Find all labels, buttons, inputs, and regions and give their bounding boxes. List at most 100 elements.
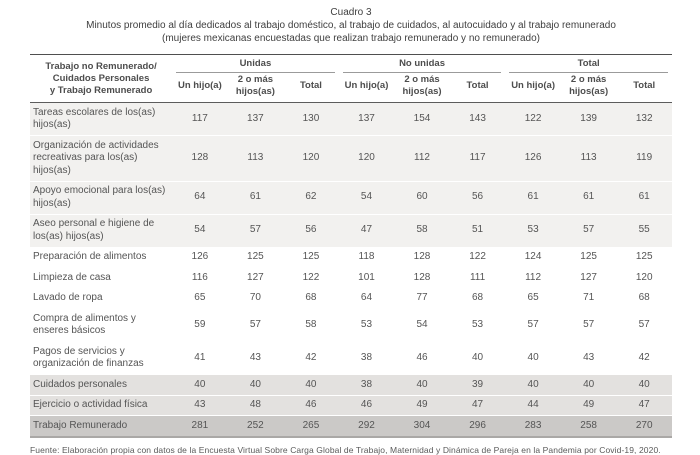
value-cell: 111 xyxy=(449,267,506,288)
value-cell: 283 xyxy=(505,415,561,438)
value-cell: 304 xyxy=(394,415,450,438)
value-cell: 40 xyxy=(449,341,506,375)
value-cell: 258 xyxy=(560,415,617,438)
row-label: Preparación de alimentos xyxy=(30,246,173,268)
value-cell: 128 xyxy=(394,246,450,268)
value-cell: 118 xyxy=(338,246,395,268)
row-label: Tareas escolares de los(as) hijos(as) xyxy=(30,102,173,136)
value-cell: 70 xyxy=(227,287,284,309)
value-cell: 44 xyxy=(505,394,561,416)
value-cell: 58 xyxy=(394,213,450,247)
value-cell: 48 xyxy=(227,394,284,416)
value-cell: 53 xyxy=(505,213,561,247)
value-cell: 57 xyxy=(616,308,672,342)
value-cell: 113 xyxy=(560,135,617,181)
value-cell: 60 xyxy=(394,180,450,214)
value-cell: 126 xyxy=(172,246,228,268)
value-cell: 120 xyxy=(616,267,672,288)
value-cell: 46 xyxy=(338,394,395,416)
value-cell: 125 xyxy=(227,246,284,268)
value-cell: 56 xyxy=(283,213,339,247)
value-cell: 54 xyxy=(394,308,450,342)
value-cell: 40 xyxy=(505,374,561,395)
value-cell: 68 xyxy=(449,287,506,309)
value-cell: 265 xyxy=(283,415,339,438)
value-cell: 46 xyxy=(283,394,339,416)
value-cell: 137 xyxy=(227,102,284,136)
value-cell: 120 xyxy=(338,135,395,181)
value-cell: 71 xyxy=(560,287,617,309)
value-cell: 124 xyxy=(505,246,561,268)
value-cell: 55 xyxy=(616,213,672,247)
value-cell: 296 xyxy=(449,415,506,438)
table-row: Organización de actividades recreativas … xyxy=(30,135,672,181)
value-cell: 43 xyxy=(172,394,228,416)
value-cell: 49 xyxy=(560,394,617,416)
value-cell: 128 xyxy=(394,267,450,288)
value-cell: 137 xyxy=(338,102,395,136)
value-cell: 127 xyxy=(560,267,617,288)
value-cell: 64 xyxy=(338,287,395,309)
value-cell: 40 xyxy=(283,374,339,395)
value-cell: 38 xyxy=(338,341,395,375)
table-row: Trabajo Remunerado 281 252 265 292 304 296 283 2… xyxy=(30,415,672,438)
table-row: Compra de alimentos y enseres básicos 59 5… xyxy=(30,308,672,342)
value-cell: 112 xyxy=(394,135,450,181)
value-cell: 43 xyxy=(227,341,284,375)
table-row: Limpieza de casa 116 127 122 101 128 111 112 127… xyxy=(30,267,672,288)
subcolumn-header: 2 o más hijos(as) xyxy=(227,73,284,104)
value-cell: 292 xyxy=(338,415,395,438)
row-label: Trabajo Remunerado xyxy=(30,415,173,438)
value-cell: 42 xyxy=(283,341,339,375)
value-cell: 53 xyxy=(338,308,395,342)
subcolumn-header: Total xyxy=(449,73,506,104)
table-row: Cuidados personales 40 40 40 38 40 39 40 40 40 xyxy=(30,374,672,395)
value-cell: 139 xyxy=(560,102,617,136)
value-cell: 57 xyxy=(505,308,561,342)
value-cell: 128 xyxy=(172,135,228,181)
table-row: Apoyo emocional para los(as) hijos(as) 64… xyxy=(30,180,672,214)
row-label: Cuidados personales xyxy=(30,374,173,395)
row-label: Pagos de servicios y organización de fin… xyxy=(30,341,173,375)
value-cell: 130 xyxy=(283,102,339,136)
value-cell: 65 xyxy=(505,287,561,309)
value-cell: 117 xyxy=(449,135,506,181)
group-header: Unidas xyxy=(172,54,339,74)
value-cell: 40 xyxy=(172,374,228,395)
value-cell: 59 xyxy=(172,308,228,342)
row-label: Organización de actividades recreativas … xyxy=(30,135,173,181)
row-header-title: Trabajo no Remunerado/ Cuidados Personal… xyxy=(30,54,173,103)
value-cell: 40 xyxy=(227,374,284,395)
value-cell: 57 xyxy=(560,213,617,247)
value-cell: 57 xyxy=(227,308,284,342)
value-cell: 43 xyxy=(560,341,617,375)
table-body: Tareas escolares de los(as) hijos(as) 117… xyxy=(30,102,672,438)
value-cell: 120 xyxy=(283,135,339,181)
value-cell: 132 xyxy=(616,102,672,136)
value-cell: 125 xyxy=(616,246,672,268)
subcolumn-header: Un hijo(a) xyxy=(338,73,395,104)
value-cell: 125 xyxy=(560,246,617,268)
value-cell: 47 xyxy=(616,394,672,416)
group-header: Total xyxy=(505,54,672,74)
group-header-label: Unidas xyxy=(176,55,335,74)
value-cell: 47 xyxy=(338,213,395,247)
value-cell: 54 xyxy=(338,180,395,214)
value-cell: 281 xyxy=(172,415,228,438)
value-cell: 58 xyxy=(283,308,339,342)
value-cell: 61 xyxy=(505,180,561,214)
value-cell: 47 xyxy=(449,394,506,416)
value-cell: 77 xyxy=(394,287,450,309)
value-cell: 112 xyxy=(505,267,561,288)
value-cell: 49 xyxy=(394,394,450,416)
value-cell: 117 xyxy=(172,102,228,136)
value-cell: 40 xyxy=(560,374,617,395)
group-header-label: No unidas xyxy=(342,55,502,74)
value-cell: 68 xyxy=(616,287,672,309)
value-cell: 125 xyxy=(283,246,339,268)
subcolumn-header: 2 o más hijos(as) xyxy=(394,73,450,104)
value-cell: 119 xyxy=(616,135,672,181)
value-cell: 270 xyxy=(616,415,672,438)
value-cell: 56 xyxy=(449,180,506,214)
